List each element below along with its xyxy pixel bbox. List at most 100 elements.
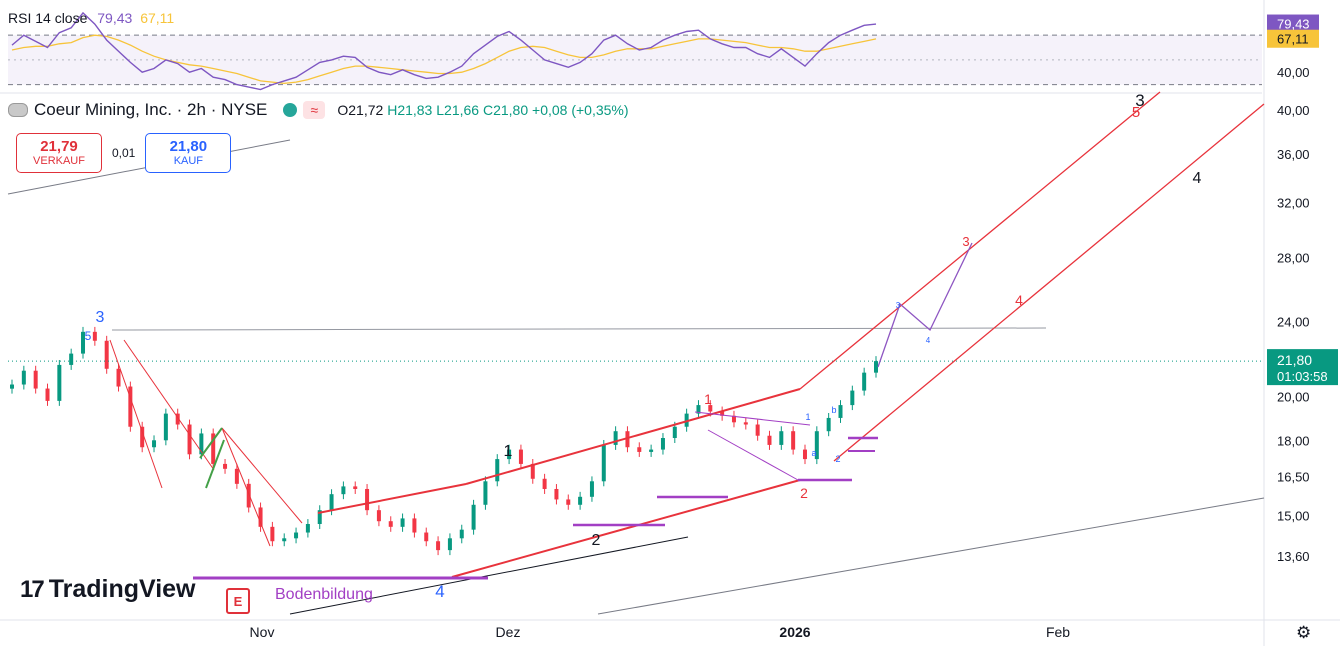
wave-label: 2 — [800, 485, 808, 501]
rsi-legend-value: 79,43 — [97, 10, 133, 26]
trend-line-lower-gray — [597, 497, 1265, 615]
y-tick-label: 20,00 — [1277, 390, 1310, 405]
y-tick-label: 13,60 — [1277, 549, 1310, 564]
wave-projection-path — [877, 242, 973, 368]
wave-label: 2 — [592, 532, 601, 549]
candle-body — [684, 413, 689, 427]
support-line-black — [289, 536, 689, 615]
candle-body — [33, 370, 38, 389]
candle-body — [755, 424, 760, 436]
rsi-line — [11, 11, 877, 91]
tradingview-logo-text: TradingView — [48, 575, 196, 603]
rsi-ma-badge — [1267, 29, 1319, 48]
candle-body — [140, 426, 145, 448]
candle-body — [672, 426, 677, 439]
company-logo-icon — [8, 103, 28, 117]
candle-body — [92, 331, 97, 341]
candle-body — [459, 529, 464, 539]
settings-gear-icon[interactable]: ⚙ — [1296, 623, 1312, 642]
symbol-title[interactable]: Coeur Mining, Inc. · 2h · NYSE — [34, 100, 268, 119]
candle-body — [578, 496, 583, 505]
projection-upper — [799, 91, 1161, 390]
candle-body — [471, 504, 476, 530]
candle-body — [187, 424, 192, 455]
wave-label: 1 — [805, 412, 810, 422]
candle-body — [246, 483, 251, 508]
channel-upper-right — [465, 388, 801, 485]
y-tick-label: 15,00 — [1277, 509, 1310, 524]
decline-left-3 — [221, 427, 271, 547]
candle-body — [566, 499, 571, 505]
candle-body — [104, 340, 109, 369]
candle-body — [10, 384, 14, 389]
candle-body — [199, 433, 204, 455]
x-axis-label: Dez — [496, 624, 521, 640]
candle-body — [329, 494, 334, 511]
candle-body — [802, 449, 807, 460]
candle-body — [353, 486, 358, 489]
ohlc-close: C21,80 — [482, 102, 529, 118]
tradingview-logo-icon: 17 — [20, 575, 45, 603]
buy-button[interactable]: 21,80 KAUF — [145, 133, 232, 173]
candle-body — [211, 433, 216, 464]
rsi-band — [8, 35, 1262, 85]
wave-label: 3 — [896, 301, 901, 310]
ohlc-open: O21,72 — [337, 102, 384, 118]
channel-lower — [451, 479, 801, 578]
ohlc-high: H21,83 — [387, 102, 433, 118]
candle-body — [625, 431, 630, 448]
candle-body — [542, 478, 547, 489]
candle-body — [282, 538, 287, 542]
candle-body — [175, 413, 180, 425]
candle-body — [589, 481, 594, 497]
y-tick-label: 36,00 — [1277, 147, 1310, 162]
candle-body — [424, 532, 429, 542]
candle-body — [258, 507, 263, 527]
rsi-value-badge — [1267, 14, 1319, 33]
candle-body — [483, 481, 488, 505]
y-tick-label: 24,00 — [1277, 314, 1310, 329]
candle-body — [223, 463, 228, 469]
wave-label: 4 — [1193, 170, 1202, 187]
candle-body — [637, 447, 642, 452]
x-axis-label: Nov — [250, 624, 275, 640]
wave-label: a — [811, 448, 816, 458]
earnings-badge[interactable]: E — [226, 588, 250, 614]
candle-body — [495, 459, 500, 482]
sell-button[interactable]: 21,79 VERKAUF — [16, 133, 102, 173]
indicator-wave-icon[interactable]: ≈ — [303, 101, 326, 119]
projection-lower — [833, 103, 1265, 462]
candle-body — [720, 411, 725, 416]
wave-label: 3 — [962, 234, 969, 249]
wave-label: 4 — [435, 582, 444, 601]
candle-body — [708, 405, 713, 412]
candle-body — [649, 449, 654, 452]
candle-body — [69, 353, 74, 365]
buy-label: KAUF — [173, 155, 204, 167]
ohlc-readout: O21,72 H21,83 L21,66 C21,80 +0,08 (+0,35… — [337, 102, 628, 118]
ohlc-low: L21,66 — [436, 102, 480, 118]
last-price-badge-countdown: 01:03:58 — [1277, 369, 1328, 384]
wave-label: 2 — [835, 454, 840, 464]
wave-label: 5 — [1132, 104, 1140, 121]
y-tick-label: 18,00 — [1277, 433, 1310, 448]
wave-label: 5 — [85, 329, 92, 343]
rsi-ma-line — [11, 34, 877, 85]
candle-body — [365, 488, 370, 511]
candle-body — [791, 431, 796, 450]
candle-body — [152, 440, 157, 448]
candle-body — [850, 390, 855, 406]
y-tick-label: 16,50 — [1277, 469, 1310, 484]
symbol-header: Coeur Mining, Inc. · 2h · NYSE ≈ O21,72 … — [8, 100, 629, 120]
candle-body — [731, 415, 736, 423]
wave-label: 3 — [96, 309, 105, 326]
candle-body — [163, 413, 168, 441]
tradingview-logo[interactable]: 17 TradingView — [20, 575, 196, 604]
last-price-badge — [1267, 349, 1338, 386]
candle-body — [767, 435, 772, 445]
candle-body — [507, 449, 512, 460]
candle-body — [447, 538, 452, 551]
spread-value: 0,01 — [112, 146, 136, 160]
rsi-label: RSI 14 close — [8, 10, 88, 26]
